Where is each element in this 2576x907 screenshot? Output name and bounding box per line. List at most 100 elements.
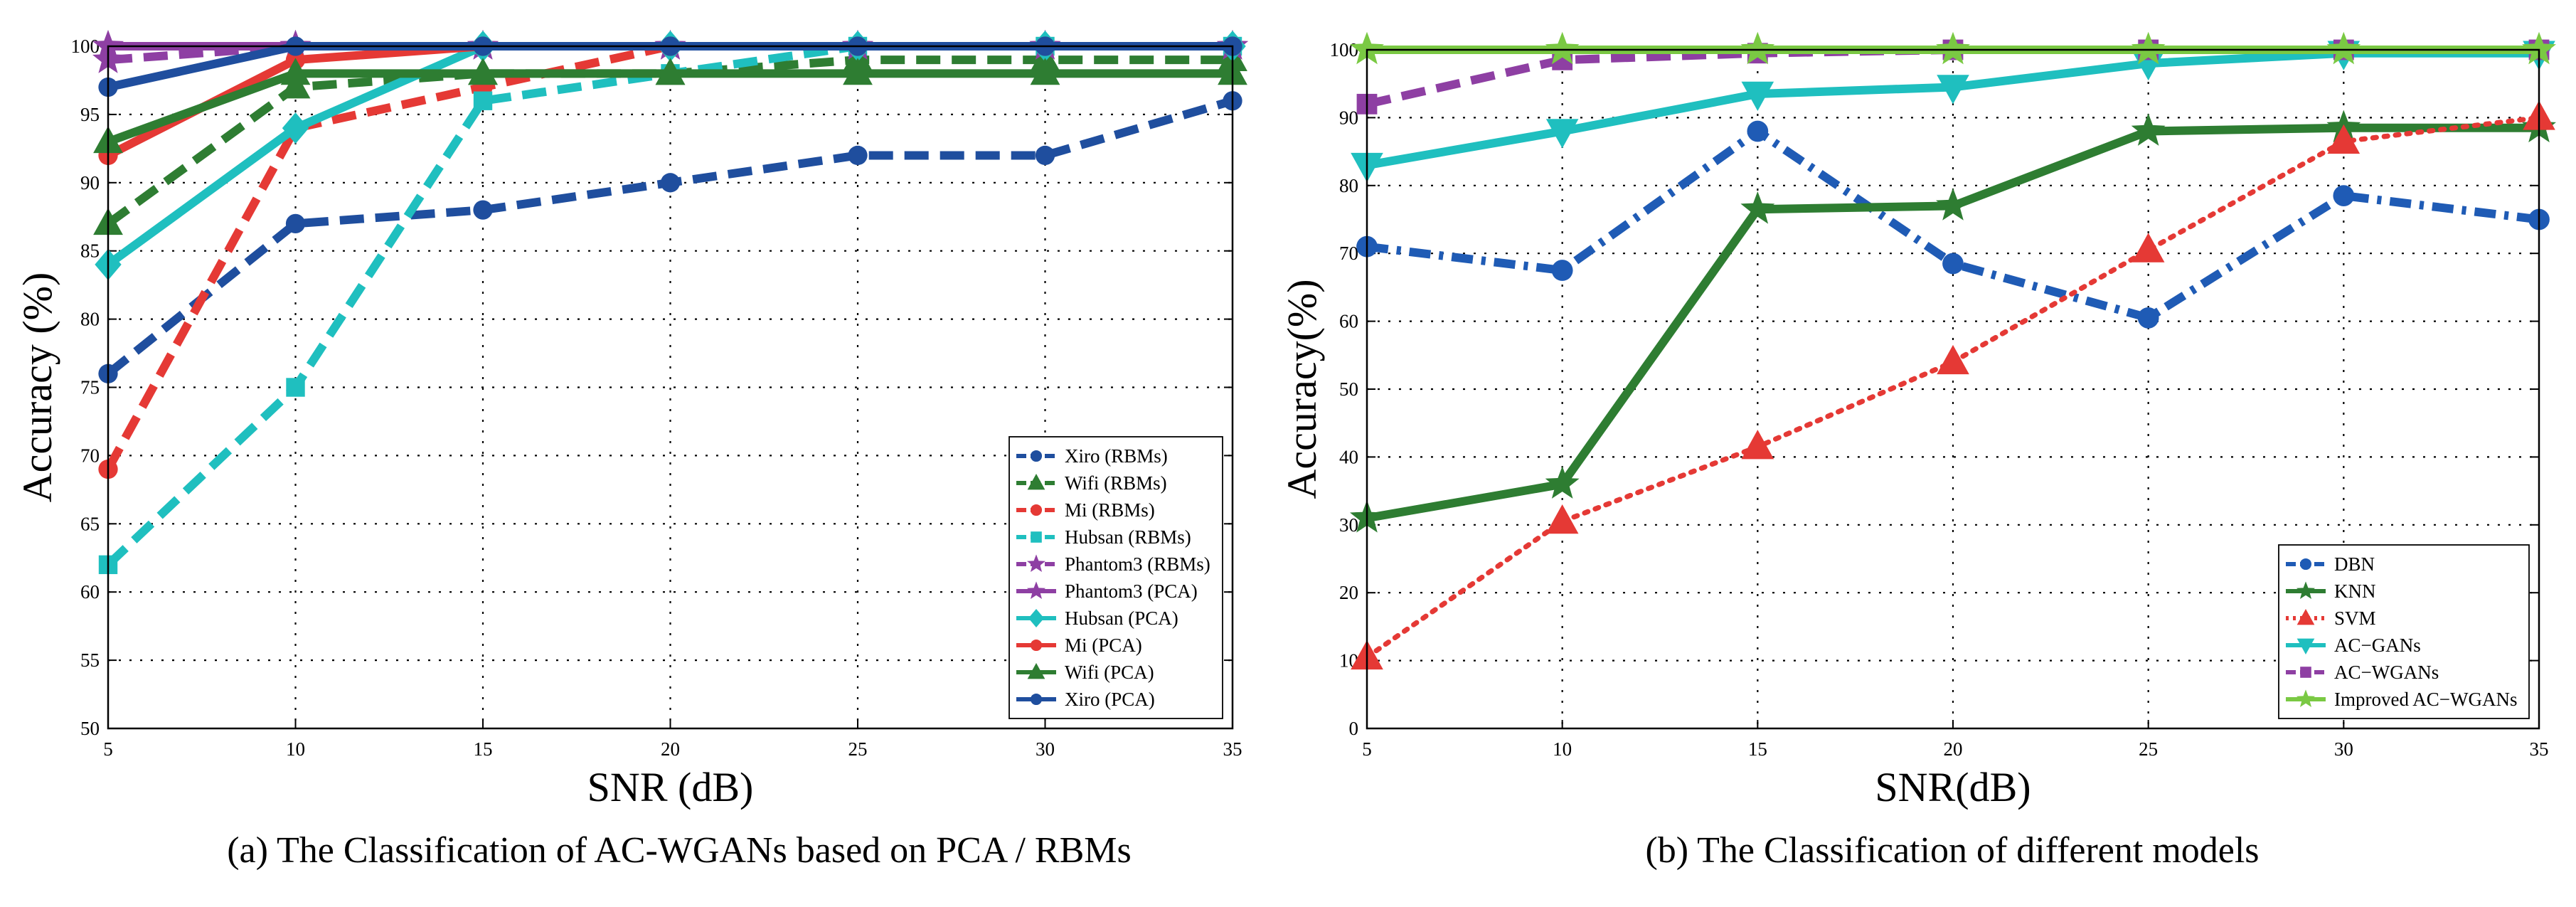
- data-point: [92, 29, 124, 60]
- x-tick-label: 5: [103, 738, 113, 760]
- legend-label: AC−WGANs: [2334, 662, 2439, 683]
- legend-marker: [2296, 581, 2315, 599]
- legend-item: SVM: [2286, 608, 2376, 629]
- data-point: [282, 112, 309, 144]
- data-point: [2131, 113, 2166, 146]
- data-point: [280, 58, 311, 85]
- legend-label: SVM: [2334, 608, 2376, 629]
- y-tick-label: 100: [71, 36, 100, 57]
- legend-label: Improved AC−WGANs: [2334, 689, 2517, 710]
- legend-label: Xiro (RBMs): [1065, 445, 1168, 467]
- legend-label: AC−GANs: [2334, 635, 2421, 656]
- legend-marker: [1031, 531, 1042, 543]
- legend-marker: [1027, 474, 1045, 490]
- data-point: [2333, 185, 2355, 206]
- x-axis-label: SNR (dB): [587, 764, 754, 810]
- series-line: [1366, 123, 2539, 523]
- y-tick-label: 85: [80, 240, 100, 262]
- y-tick-label: 90: [1339, 107, 1358, 128]
- legend-marker: [1027, 554, 1045, 572]
- x-tick-label: 25: [2139, 738, 2158, 760]
- data-point: [1936, 31, 1970, 65]
- x-tick-label: 30: [1036, 738, 1055, 760]
- legend-item: Hubsan (PCA): [1016, 608, 1178, 629]
- legend-marker: [1030, 693, 1043, 706]
- legend-item: Hubsan (RBMs): [1016, 526, 1191, 548]
- legend-label: Phantom3 (PCA): [1065, 580, 1198, 602]
- x-tick-label: 10: [286, 738, 305, 760]
- data-point: [2522, 31, 2556, 65]
- x-tick-label: 5: [1362, 738, 1372, 760]
- x-tick-label: 20: [661, 738, 680, 760]
- data-point: [2326, 31, 2361, 65]
- legend-label: Hubsan (PCA): [1065, 608, 1178, 629]
- legend-marker: [1030, 504, 1043, 516]
- data-point: [660, 173, 681, 193]
- data-point: [1937, 75, 1969, 105]
- legend-item: Phantom3 (PCA): [1016, 580, 1198, 602]
- data-point: [2327, 124, 2361, 154]
- legend-marker: [1030, 639, 1043, 652]
- data-point: [1741, 430, 1774, 460]
- data-point: [843, 58, 873, 85]
- y-tick-label: 60: [80, 581, 100, 603]
- figure-caption: (b) The Classification of different mode…: [1645, 830, 2259, 871]
- legend-label: Xiro (PCA): [1065, 689, 1155, 710]
- legend-marker: [1027, 663, 1045, 679]
- x-tick-label: 15: [1748, 738, 1767, 760]
- y-tick-label: 75: [80, 377, 100, 398]
- x-axis-label: SNR(dB): [1875, 764, 2031, 810]
- data-point: [1545, 504, 1579, 534]
- data-point: [468, 58, 498, 85]
- legend-item: AC−GANs: [2286, 635, 2421, 656]
- data-point: [473, 200, 493, 220]
- y-tick-label: 30: [1339, 514, 1358, 536]
- data-point: [1030, 58, 1060, 85]
- x-tick-label: 20: [1944, 738, 1963, 760]
- data-point: [1741, 81, 1774, 112]
- legend-item: DBN: [2286, 553, 2375, 575]
- legend-label: KNN: [2334, 580, 2376, 602]
- y-tick-label: 50: [80, 718, 100, 739]
- x-tick-label: 10: [1553, 738, 1572, 760]
- legend-marker: [1027, 581, 1045, 599]
- ticks: 5 10 15 20 25 30 35 50 55 60 65 70 75 80 85 90 95 100: [71, 36, 1242, 760]
- y-tick-label: 80: [1339, 175, 1358, 196]
- legend-marker: [2299, 558, 2312, 571]
- data-point: [1545, 119, 1579, 149]
- data-point: [848, 145, 868, 166]
- figure-caption: (a) The Classification of AC-WGANs based…: [227, 830, 1132, 871]
- legend-label: Mi (RBMs): [1065, 499, 1155, 521]
- data-point: [1936, 188, 1970, 221]
- legend-item: Xiro (RBMs): [1016, 445, 1168, 467]
- legend: Xiro (RBMs) Wifi (RBMs) Mi (RBMs) Hubsan (R…: [1008, 436, 1223, 719]
- data-point: [1740, 31, 1775, 65]
- x-tick-label: 30: [2334, 738, 2353, 760]
- data-point: [2137, 307, 2159, 329]
- y-axis-label: Accuracy(%): [1279, 279, 1325, 499]
- legend-label: Wifi (RBMs): [1065, 472, 1167, 494]
- data-point: [1350, 31, 1384, 65]
- legend-marker: [1028, 609, 1045, 627]
- chart-b: 5 10 15 20 25 30 350102030405060708090100SNR(d…: [1279, 31, 2556, 871]
- data-point: [1545, 466, 1580, 499]
- chart-a: 5 10 15 20 25 30 35 50 55 60 65 70 75 80 85 90 95 100 SNR …: [14, 29, 1248, 871]
- data-point: [1035, 145, 1055, 166]
- x-tick-label: 35: [2530, 738, 2549, 760]
- y-tick-label: 60: [1339, 311, 1358, 332]
- legend-label: DBN: [2334, 553, 2375, 575]
- y-tick-label: 20: [1339, 582, 1358, 603]
- y-tick-label: 65: [80, 513, 100, 534]
- plot-frame: [107, 45, 1234, 730]
- series-xiro-rbms-: [98, 91, 1242, 383]
- legend-item: Mi (RBMs): [1016, 499, 1155, 521]
- data-point: [1545, 31, 1580, 65]
- legend-label: Mi (PCA): [1065, 635, 1142, 656]
- data-point: [2131, 31, 2166, 65]
- data-point: [1551, 260, 1573, 281]
- y-tick-label: 55: [80, 649, 100, 671]
- y-tick-label: 80: [80, 309, 100, 330]
- data-point: [285, 213, 306, 233]
- y-tick-label: 70: [1339, 243, 1358, 264]
- data-point: [286, 378, 305, 397]
